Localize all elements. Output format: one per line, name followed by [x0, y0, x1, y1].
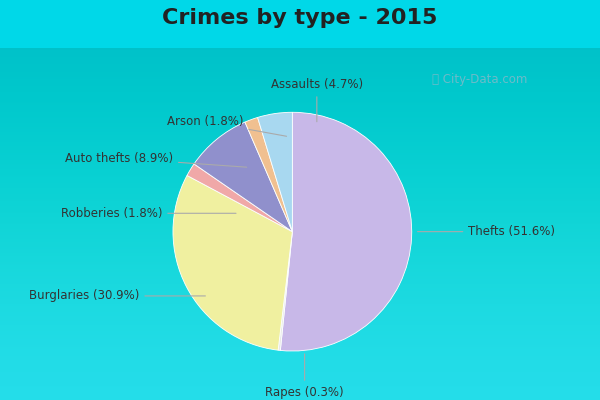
- Wedge shape: [194, 122, 292, 232]
- Wedge shape: [257, 112, 292, 232]
- Wedge shape: [173, 176, 292, 350]
- Text: Arson (1.8%): Arson (1.8%): [167, 115, 287, 136]
- Wedge shape: [278, 232, 292, 350]
- Text: Thefts (51.6%): Thefts (51.6%): [418, 225, 556, 238]
- Text: Crimes by type - 2015: Crimes by type - 2015: [163, 8, 437, 28]
- Text: Robberies (1.8%): Robberies (1.8%): [61, 207, 236, 220]
- Text: Auto thefts (8.9%): Auto thefts (8.9%): [65, 152, 247, 167]
- Wedge shape: [280, 112, 412, 351]
- Wedge shape: [245, 118, 292, 232]
- Text: Assaults (4.7%): Assaults (4.7%): [271, 78, 363, 122]
- Wedge shape: [187, 164, 292, 232]
- Text: Burglaries (30.9%): Burglaries (30.9%): [29, 290, 205, 302]
- Text: ⓘ City-Data.com: ⓘ City-Data.com: [433, 74, 527, 86]
- Text: Rapes (0.3%): Rapes (0.3%): [265, 354, 344, 399]
